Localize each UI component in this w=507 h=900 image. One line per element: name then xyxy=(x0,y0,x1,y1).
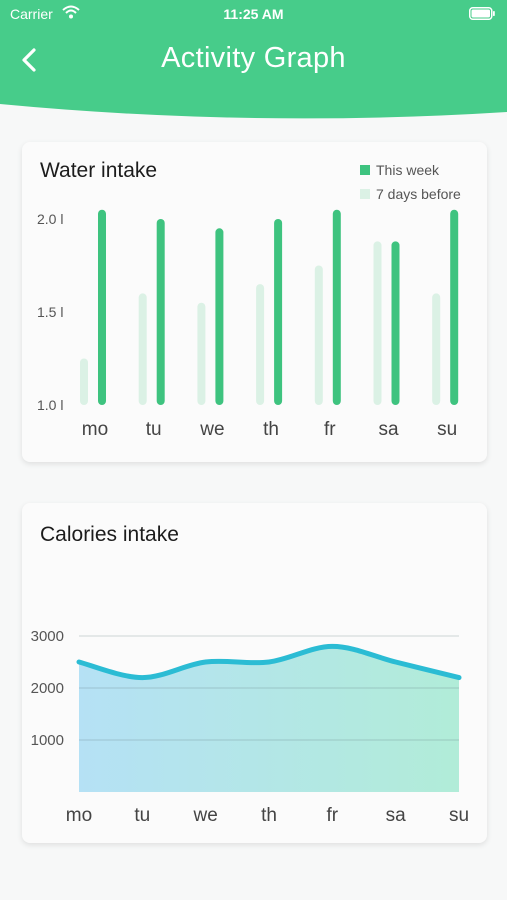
water-intake-title: Water intake xyxy=(40,159,158,182)
page-title: Activity Graph xyxy=(161,42,346,74)
bar-before-su xyxy=(432,293,441,405)
carrier-label: Carrier xyxy=(10,6,53,22)
bar-before-tu xyxy=(138,293,147,405)
x-tick-label: th xyxy=(263,419,279,440)
x-tick-label: mo xyxy=(82,419,108,440)
x-tick-label: th xyxy=(261,805,277,826)
legend-label-this-week: This week xyxy=(376,162,440,178)
x-tick-label: we xyxy=(193,805,218,826)
calories-intake-title: Calories intake xyxy=(40,523,179,546)
status-bar: Carrier 11:25 AM xyxy=(0,0,507,28)
x-tick-label: sa xyxy=(378,419,399,440)
y-tick-label: 2.0 l xyxy=(37,211,63,227)
chevron-left-icon xyxy=(22,48,36,72)
bar-this-week-th xyxy=(274,219,283,405)
x-tick-label: we xyxy=(199,419,224,440)
calories-area xyxy=(79,646,459,792)
x-tick-label: su xyxy=(449,805,469,826)
x-tick-label: fr xyxy=(327,805,339,826)
bar-this-week-tu xyxy=(156,219,165,405)
y-tick-label: 1.0 l xyxy=(37,397,63,413)
wifi-icon xyxy=(62,5,80,22)
water-intake-card: Water intake This week 7 days before 1.0… xyxy=(22,142,487,462)
legend-swatch-before xyxy=(360,189,370,199)
bar-before-fr xyxy=(314,265,323,405)
bar-before-mo xyxy=(80,358,88,405)
bar-this-week-sa xyxy=(391,241,400,405)
legend-swatch-this-week xyxy=(360,165,370,175)
calories-intake-card: Calories intake 1000 2000 3000 mo tu we th fr sa… xyxy=(22,503,487,843)
water-legend: This week 7 days before xyxy=(360,158,461,206)
x-tick-label: sa xyxy=(386,805,407,826)
x-tick-label: tu xyxy=(134,805,150,826)
x-tick-label: tu xyxy=(146,419,162,440)
legend-item-before: 7 days before xyxy=(360,182,461,206)
water-intake-chart: 1.0 l 1.5 l 2.0 l mo tu we th fr sa su xyxy=(37,209,459,440)
header-background xyxy=(0,0,507,119)
bar-before-we xyxy=(197,302,206,405)
calories-intake-chart: 1000 2000 3000 mo tu we th fr sa su xyxy=(31,628,469,826)
x-tick-label: su xyxy=(437,419,457,440)
y-tick-label: 2000 xyxy=(31,680,64,697)
calories-line xyxy=(76,643,462,681)
y-tick-label: 1000 xyxy=(31,732,64,749)
bar-this-week-su xyxy=(450,209,459,405)
app-header: Carrier 11:25 AM Activity Graph xyxy=(0,0,507,125)
x-tick-label: mo xyxy=(66,805,92,826)
back-button[interactable] xyxy=(14,44,46,76)
y-tick-label: 1.5 l xyxy=(37,304,63,320)
bar-this-week-mo xyxy=(98,209,106,405)
bar-this-week-fr xyxy=(332,209,341,405)
status-time: 11:25 AM xyxy=(223,6,284,22)
bar-before-sa xyxy=(373,241,382,405)
y-tick-label: 3000 xyxy=(31,628,64,645)
legend-item-this-week: This week xyxy=(360,158,461,182)
battery-icon xyxy=(469,7,495,23)
bar-this-week-we xyxy=(215,228,224,405)
legend-label-before: 7 days before xyxy=(376,186,461,202)
bar-before-th xyxy=(256,284,265,405)
x-tick-label: fr xyxy=(324,419,336,440)
